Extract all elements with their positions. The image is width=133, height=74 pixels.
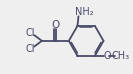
Text: NH₂: NH₂ (75, 7, 93, 17)
Text: O: O (104, 51, 111, 61)
Text: O: O (51, 20, 59, 30)
Text: Cl: Cl (26, 44, 35, 54)
Text: Cl: Cl (26, 28, 35, 38)
Text: CH₃: CH₃ (112, 51, 130, 61)
